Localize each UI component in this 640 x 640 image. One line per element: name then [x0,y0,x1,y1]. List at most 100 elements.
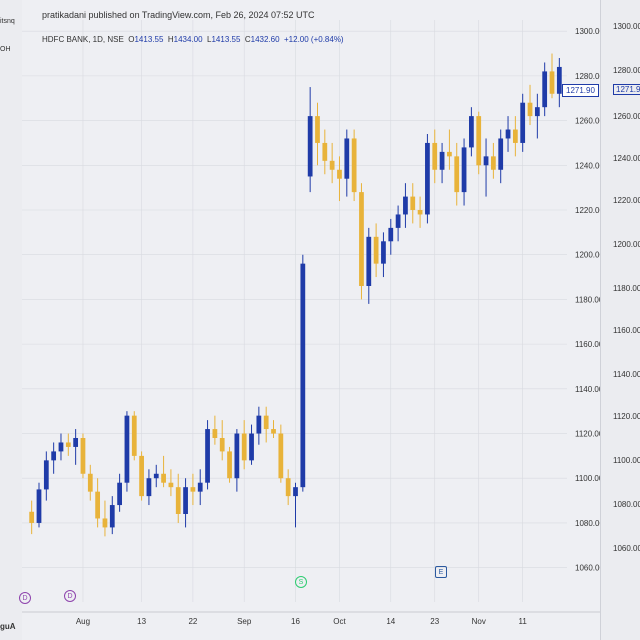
candle-body[interactable] [315,116,320,143]
candle-body[interactable] [534,107,540,117]
candle-body[interactable] [256,415,262,434]
candle-body[interactable] [337,169,342,179]
candle-body[interactable] [381,241,386,264]
low-value: 1413.55 [211,35,241,44]
candle-body[interactable] [227,451,232,479]
candle-body[interactable] [403,196,408,215]
candle-body[interactable] [454,156,460,193]
candle-body[interactable] [271,429,276,434]
candle-body[interactable] [388,227,394,242]
close-value: 1432.60 [250,35,280,44]
y-tick-label: 1080.00 [575,519,600,528]
candle-body[interactable] [146,478,152,497]
y-tick-label: 1060.00 [575,564,600,573]
right-price-tag: 1271.90 [613,84,640,95]
candle-body[interactable] [212,429,218,438]
candle-body[interactable] [476,116,482,166]
candle-body[interactable] [168,482,174,488]
x-tick-label: 22 [188,617,197,626]
y-tick-label: 1260.00 [575,117,600,126]
candle-body[interactable] [447,151,452,157]
candle-body[interactable] [51,451,57,461]
candle-body[interactable] [322,142,328,161]
chart-panel[interactable]: 1060.00 1080.00 1100.00 1120.00 1140.00 1160.… [19,0,600,640]
earnings-event-icon[interactable]: E [435,566,447,578]
candle-body[interactable] [498,138,504,170]
split-event-icon[interactable]: S [295,576,307,588]
candle-body[interactable] [153,473,159,479]
candle-body[interactable] [234,433,240,479]
candle-body[interactable] [124,415,130,483]
x-tick-label: 14 [386,617,395,626]
open-label: O [128,35,135,44]
candle-body[interactable] [36,489,42,523]
event-letter: D [67,592,73,600]
right-tick: 1140.00 [613,370,640,379]
candle-body[interactable] [490,156,496,170]
candle-body[interactable] [249,433,254,461]
candle-body[interactable] [483,156,489,166]
candle-body[interactable] [139,455,144,497]
candle-body[interactable] [439,151,445,170]
candle-body[interactable] [469,116,474,148]
candle-body[interactable] [58,442,64,452]
candle-body[interactable] [263,415,269,430]
candle-body[interactable] [461,147,467,193]
candle-body[interactable] [373,236,379,264]
dividend-event-icon[interactable]: D [64,590,76,602]
candle-body[interactable] [219,438,225,452]
candle-body[interactable] [87,473,93,492]
candle-body[interactable] [425,142,430,215]
x-tick-label: Oct [333,617,346,626]
candle-body[interactable] [351,138,357,193]
right-tick: 1120.00 [613,412,640,421]
candle-body[interactable] [512,129,518,143]
y-tick-label: 1220.00 [575,206,600,215]
candle-body[interactable] [29,511,35,523]
candle-body[interactable] [183,487,188,514]
y-tick-label: 1300.00 [575,27,600,36]
candle-body[interactable] [73,438,79,447]
candle-body[interactable] [432,142,438,170]
candle-body[interactable] [278,433,284,479]
candle-body[interactable] [527,102,533,117]
symbol-label: HDFC BANK, 1D, NSE [42,35,124,44]
candle-body[interactable] [300,263,306,488]
candle-body[interactable] [520,102,526,143]
right-panel: 1300.00 1280.00 1271.90 1260.00 1240.00 … [600,0,640,640]
candle-body[interactable] [102,518,108,528]
close-label: C [244,35,251,44]
x-tick-label: 11 [519,617,528,626]
candle-body[interactable] [366,236,372,286]
candle-body[interactable] [109,505,115,528]
candle-body[interactable] [417,210,423,215]
candle-body[interactable] [505,129,511,139]
candle-body[interactable] [556,66,562,94]
candlestick-chart[interactable]: 1060.00 1080.00 1100.00 1120.00 1140.00 1160.… [22,0,600,640]
candle-body[interactable] [43,460,49,490]
y-tick-label: 1120.00 [575,430,600,439]
candle-body[interactable] [410,196,416,210]
candle-body[interactable] [205,429,210,483]
candle-body[interactable] [95,491,101,519]
candle-body[interactable] [197,482,203,492]
candle-body[interactable] [307,116,313,177]
candle-body[interactable] [117,482,122,506]
candle-body[interactable] [161,473,166,483]
candle-body[interactable] [241,433,247,461]
candle-body[interactable] [190,487,196,492]
candle-body[interactable] [395,214,401,228]
candle-body[interactable] [131,415,137,456]
dividend-event-icon[interactable]: D [19,592,31,604]
candle-body[interactable] [80,438,86,474]
candle-body[interactable] [549,71,555,94]
candle-body[interactable] [175,487,181,514]
candle-body[interactable] [542,71,548,108]
candle-body[interactable] [285,478,291,497]
candle-body[interactable] [344,138,350,179]
right-tick: 1060.00 [613,544,640,553]
candle-body[interactable] [329,160,335,170]
candle-body[interactable] [65,442,71,447]
candle-body[interactable] [359,192,364,286]
candle-body[interactable] [293,487,298,497]
